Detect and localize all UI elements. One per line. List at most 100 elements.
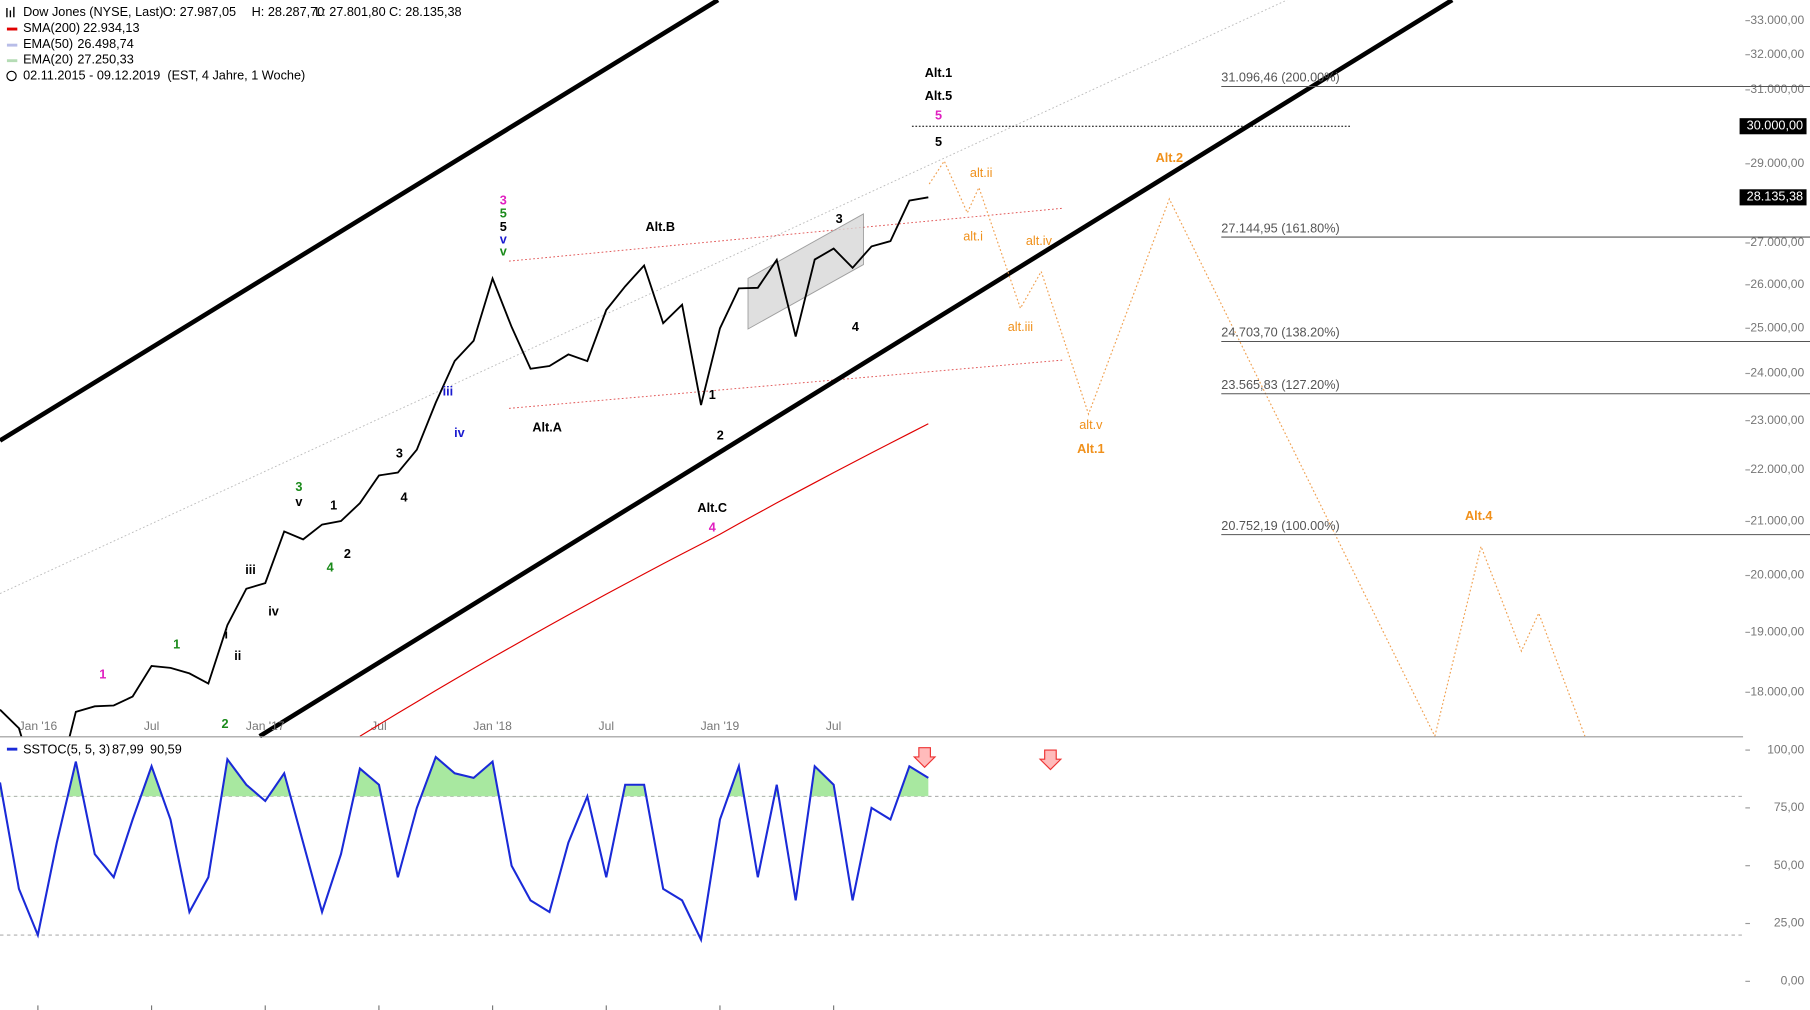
y2-tick-label: 50,00 (1774, 858, 1805, 872)
wave-label: Alt.5 (925, 89, 952, 103)
price-tag (1739, 118, 1807, 135)
wave-label: v (295, 495, 302, 509)
wave-label: 3 (500, 194, 507, 208)
fib-label: 20.752,19 (100.00%) (1221, 519, 1339, 533)
projection-path (1434, 544, 1586, 737)
y-tick-label: 19.000,00 (1750, 625, 1804, 639)
wave-label: 3 (836, 212, 843, 226)
wave-label: 1 (99, 668, 106, 682)
wave-label: 1 (330, 499, 337, 513)
indicator-readout: 90,59 (150, 742, 182, 756)
sell-arrow (1038, 749, 1063, 771)
fib-label: 23.565,83 (127.20%) (1221, 378, 1339, 392)
wave-label: 2 (222, 717, 229, 731)
channel-line (509, 359, 1064, 409)
legend-swatch (6, 59, 18, 63)
x-tick-label: Jan '19 (701, 719, 740, 733)
wave-label: 2 (717, 428, 724, 442)
wave-label: iv (268, 604, 279, 618)
indicator-line (0, 755, 929, 944)
date-range: 02.11.2015 - 09.12.2019 (23, 68, 160, 82)
header-text: Dow Jones (NYSE, Last) (23, 5, 163, 19)
y-tick-label: 32.000,00 (1750, 47, 1804, 61)
x-tick-label: Jul (144, 719, 159, 733)
legend-swatch (6, 747, 18, 751)
overbought-fill (0, 757, 929, 797)
wave-label: 1 (173, 638, 180, 652)
x-tick-label: Jan '17 (246, 719, 285, 733)
wave-label: iv (454, 426, 465, 440)
fib-label: 31.096,46 (200.00%) (1221, 71, 1339, 85)
data-layer: Dow Jones (NYSE, Last) O: 27.987,05 H: 28.… (0, 5, 1810, 1010)
wave-label: alt.v (1079, 418, 1103, 432)
legend-value: 27.250,33 (77, 53, 133, 67)
projection-path (928, 159, 1436, 737)
price-tag-label: 30.000,00 (1747, 119, 1803, 133)
legend-value: 22.934,13 (83, 21, 139, 35)
wave-label: Alt.B (645, 220, 675, 234)
wave-label: ii (234, 649, 241, 663)
y-tick-label: 23.000,00 (1750, 413, 1804, 427)
y-tick-label: 20.000,00 (1750, 568, 1804, 582)
wave-label: 5 (935, 109, 942, 123)
header-text: L: 27.801,80 (315, 5, 386, 19)
fib-label: 24.703,70 (138.20%) (1221, 326, 1339, 340)
drawings (0, 0, 1744, 771)
wave-label: alt.iv (1026, 234, 1053, 248)
wave-label: 5 (500, 220, 507, 234)
y-tick-label: 31.000,00 (1750, 82, 1804, 96)
wave-label: iii (245, 563, 256, 577)
y-tick-label: 26.000,00 (1750, 277, 1804, 291)
wave-label: Alt.1 (1077, 442, 1104, 456)
wave-label: 1 (709, 388, 716, 402)
wave-label: 4 (709, 520, 716, 534)
y-tick-label: 33.000,00 (1750, 13, 1804, 27)
wave-label: 4 (400, 490, 407, 504)
wave-label: 3 (295, 480, 302, 494)
wave-label: v (500, 244, 507, 258)
fib-label: 27.144,95 (161.80%) (1221, 221, 1339, 235)
x-tick-label: Jul (599, 719, 614, 733)
series-line (0, 196, 929, 737)
wave-label: i (224, 627, 228, 641)
wave-label: alt.iii (1008, 320, 1033, 334)
wave-label: Alt.4 (1465, 509, 1492, 523)
y-tick-label: 18.000,00 (1750, 684, 1804, 698)
legend-swatch (6, 43, 18, 47)
price-tag-label: 28.135,38 (1747, 190, 1803, 204)
wave-label: 4 (852, 320, 859, 334)
indicator-readout: 87,99 (112, 742, 144, 756)
legend-name: EMA(50) (23, 37, 73, 51)
y2-tick-label: 100,00 (1767, 742, 1804, 756)
wave-label: v (500, 233, 507, 247)
sell-arrow (912, 747, 937, 769)
y2-tick-label: 25,00 (1774, 916, 1805, 930)
wave-label: 5 (500, 206, 507, 220)
chart-icon (6, 6, 15, 18)
y-tick-label: 27.000,00 (1750, 235, 1804, 249)
channel-box (747, 213, 864, 330)
price-series (0, 196, 929, 737)
wave-label: 3 (396, 447, 403, 461)
wave-label: 4 (327, 561, 334, 575)
y-tick-label: 25.000,00 (1750, 320, 1804, 334)
y-tick-label: 22.000,00 (1750, 462, 1804, 476)
y-tick-label: 29.000,00 (1750, 156, 1804, 170)
legend-name: SMA(200) (23, 21, 80, 35)
trend-line (258, 0, 1454, 739)
trend-line (0, 0, 720, 443)
clock-icon (6, 70, 17, 82)
legend-swatch (6, 27, 18, 31)
series-line (359, 423, 929, 737)
wave-label: alt.i (963, 229, 983, 243)
trend-line (0, 0, 1288, 594)
indicator-name: SSTOC(5, 5, 3) (23, 742, 110, 756)
legend-name: EMA(20) (23, 53, 73, 67)
wave-label: Alt.2 (1156, 151, 1183, 165)
x-tick-label: Jan '18 (473, 719, 512, 733)
header-text: C: 28.135,38 (389, 5, 462, 19)
header-text: H: 28.287,70 (252, 5, 325, 19)
date-range-note: (EST, 4 Jahre, 1 Woche) (167, 68, 305, 82)
